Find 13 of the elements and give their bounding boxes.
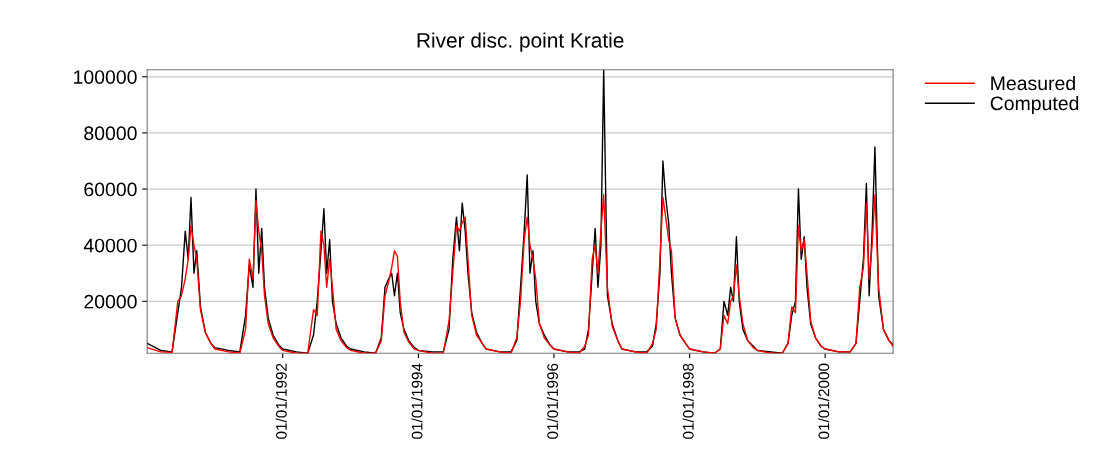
x-tick-label: 01/01/2000 bbox=[818, 363, 830, 439]
legend-label: Measured bbox=[991, 75, 1075, 91]
x-tick-label: 01/01/1992 bbox=[275, 363, 287, 439]
y-tick-label: 20000 bbox=[84, 294, 137, 309]
legend-label: Computed bbox=[990, 95, 1079, 115]
x-tick-label: 01/01/1996 bbox=[546, 363, 559, 439]
x-tick-label: 01/01/1998 bbox=[682, 363, 694, 439]
y-tick-label: 100000 bbox=[74, 70, 137, 84]
chart-title: River disc. point Kratie bbox=[417, 32, 624, 52]
y-tick-label: 80000 bbox=[84, 126, 137, 141]
x-tick-label: 01/01/1994 bbox=[411, 363, 423, 439]
y-tick-label: 60000 bbox=[84, 182, 137, 197]
y-tick-label: 40000 bbox=[83, 238, 137, 253]
